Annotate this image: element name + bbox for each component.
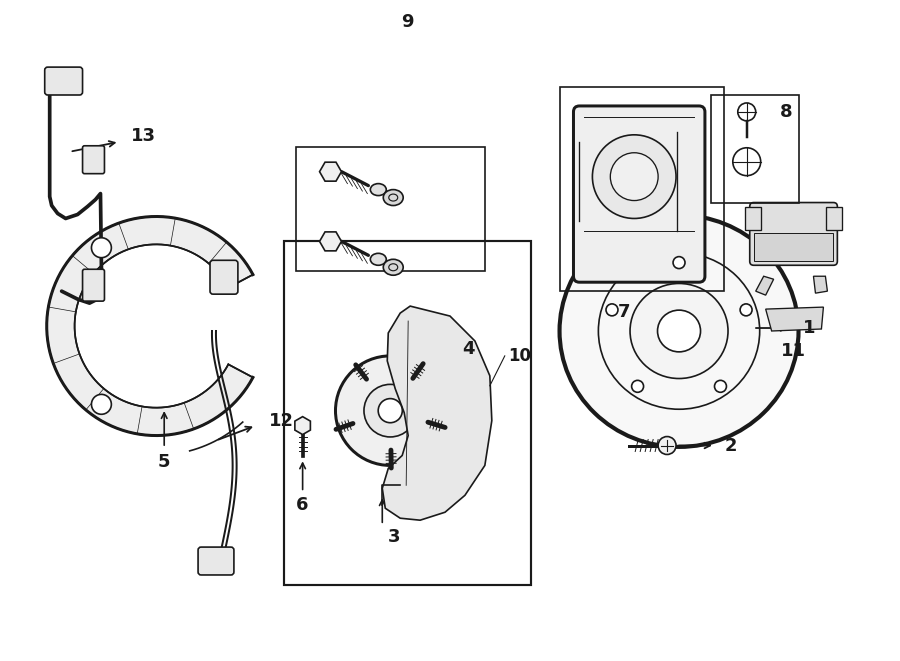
Polygon shape — [320, 162, 341, 181]
Ellipse shape — [560, 215, 798, 447]
Circle shape — [92, 238, 112, 258]
FancyBboxPatch shape — [745, 206, 760, 231]
FancyBboxPatch shape — [210, 260, 238, 294]
FancyBboxPatch shape — [45, 67, 83, 95]
Circle shape — [740, 304, 752, 316]
Text: 3: 3 — [388, 528, 400, 546]
Circle shape — [92, 395, 112, 414]
Text: 4: 4 — [462, 340, 474, 358]
Polygon shape — [320, 232, 341, 251]
Text: 12: 12 — [269, 412, 293, 430]
Text: 8: 8 — [780, 103, 793, 121]
Ellipse shape — [383, 190, 403, 206]
Ellipse shape — [630, 284, 728, 379]
FancyBboxPatch shape — [573, 106, 705, 282]
Text: 9: 9 — [400, 13, 413, 31]
Text: 2: 2 — [724, 436, 737, 455]
FancyBboxPatch shape — [83, 146, 104, 174]
Polygon shape — [756, 276, 774, 295]
Ellipse shape — [370, 253, 386, 265]
FancyBboxPatch shape — [750, 202, 837, 265]
Text: 7: 7 — [618, 303, 631, 321]
Polygon shape — [766, 307, 824, 331]
Text: 11: 11 — [781, 342, 806, 360]
Ellipse shape — [598, 253, 760, 409]
Text: 10: 10 — [508, 347, 531, 365]
Circle shape — [658, 436, 676, 455]
Ellipse shape — [658, 310, 700, 352]
Circle shape — [606, 304, 618, 316]
Circle shape — [336, 356, 445, 465]
FancyBboxPatch shape — [198, 547, 234, 575]
Circle shape — [364, 385, 417, 437]
FancyBboxPatch shape — [83, 269, 104, 301]
Circle shape — [378, 399, 402, 423]
Text: 1: 1 — [803, 319, 815, 337]
Circle shape — [610, 153, 658, 200]
Polygon shape — [382, 306, 491, 520]
Circle shape — [632, 380, 644, 392]
Ellipse shape — [383, 259, 403, 275]
FancyBboxPatch shape — [826, 206, 842, 231]
Text: 13: 13 — [131, 127, 157, 145]
Circle shape — [715, 380, 726, 392]
Text: 5: 5 — [158, 453, 170, 471]
Circle shape — [592, 135, 676, 219]
FancyBboxPatch shape — [753, 233, 833, 261]
Circle shape — [673, 256, 685, 268]
Text: 6: 6 — [296, 496, 309, 514]
Polygon shape — [295, 416, 310, 434]
Ellipse shape — [370, 184, 386, 196]
Polygon shape — [814, 276, 827, 293]
Polygon shape — [47, 217, 253, 436]
